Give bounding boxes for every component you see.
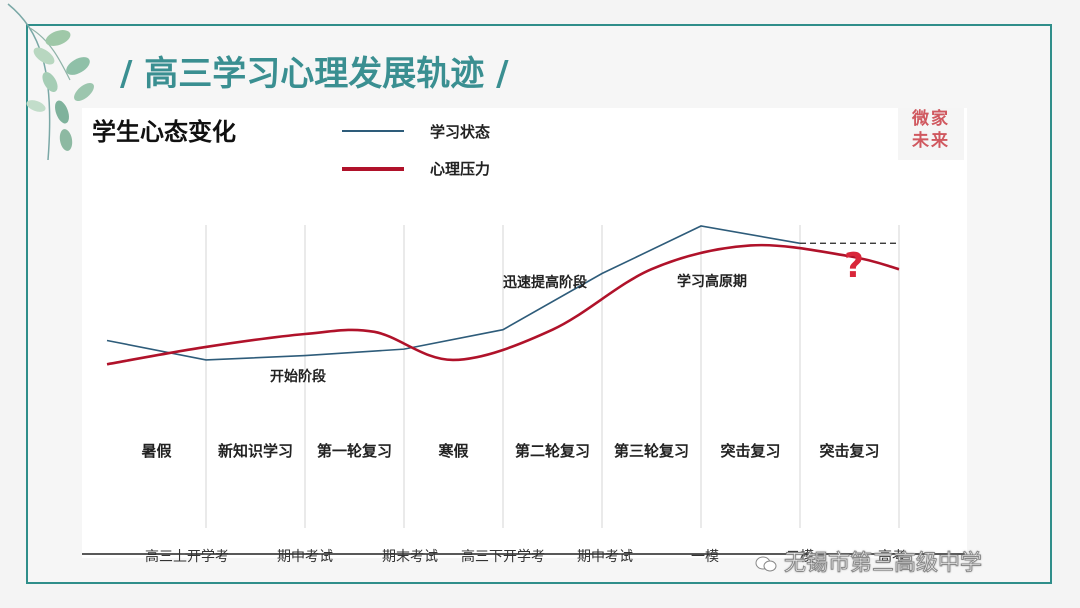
- question-mark-annotation: ?: [844, 246, 864, 286]
- legend-swatch-study: [342, 130, 404, 132]
- stage-label: 第一轮复习: [317, 442, 392, 460]
- x-tick-label: 期末考试: [382, 549, 438, 565]
- annotation-start-phase: 开始阶段: [270, 368, 326, 385]
- chat-icon: [755, 556, 777, 572]
- x-tick-label: 高考: [878, 548, 906, 565]
- watermark-text: 无锡市第三高级中学: [783, 551, 983, 577]
- x-tick-label: 一模: [691, 549, 719, 565]
- x-tick-label: 高三下开学考: [461, 548, 545, 565]
- series-line-study: [106, 225, 801, 361]
- x-tick-label: 高三上开学考: [145, 548, 229, 565]
- annotation-plateau-phase: 学习高原期: [677, 273, 747, 290]
- chart-panel: [82, 108, 967, 558]
- x-tick-label: 二模: [786, 549, 814, 565]
- x-tick-label: 期中考试: [277, 549, 333, 565]
- chart-title: 学生心态变化: [92, 118, 236, 146]
- series-line-pressure: [106, 243, 900, 366]
- stage-label: 暑假: [141, 442, 172, 460]
- legend-label-study: 学习状态: [430, 123, 491, 141]
- x-tick-label: 期中考试: [577, 549, 633, 565]
- stage-label: 突击复习: [720, 442, 780, 460]
- annotation-rapid-phase: 迅速提高阶段: [503, 274, 587, 291]
- stage-label: 寒假: [438, 442, 469, 460]
- slide-title: / 高三学习心理发展轨迹 /: [120, 54, 509, 94]
- stage-label: 第三轮复习: [614, 442, 689, 460]
- watermark: 无锡市第三高级中学: [755, 545, 983, 577]
- stage-label: 新知识学习: [218, 442, 293, 460]
- stage-label: 第二轮复习: [515, 442, 590, 460]
- seal-stamp: 微家 未来: [898, 108, 964, 160]
- legend-swatch-pressure: [342, 167, 404, 171]
- stage-label: 突击复习: [819, 442, 879, 460]
- legend-label-pressure: 心理压力: [430, 160, 491, 178]
- leaf-decoration-icon: [7, 3, 94, 161]
